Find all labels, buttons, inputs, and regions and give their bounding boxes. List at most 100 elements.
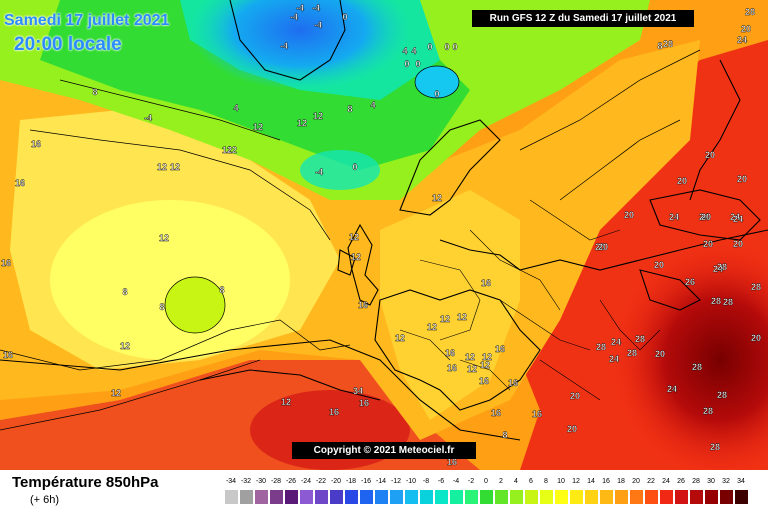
isotherm-label: 28 [751,282,761,292]
legend-swatch [599,490,613,504]
legend-swatch [614,490,628,504]
legend-swatch [449,490,463,504]
isotherm-label: 16 [15,178,25,188]
isotherm-label: 20 [741,24,751,34]
legend-swatch [239,490,253,504]
legend-value: -22 [315,478,327,485]
legend-value: 26 [677,478,685,485]
legend-value: 14 [587,478,595,485]
legend-value: 24 [662,478,670,485]
legend-swatch [509,490,523,504]
isotherm-label: 16 [31,139,41,149]
isotherm-label: 8 [502,430,507,440]
isotherm-label: 4 [370,100,375,110]
isotherm-label: 28 [635,334,645,344]
isotherm-label: 4 [402,46,407,56]
legend-value: -6 [437,478,445,485]
field-yellow-core [50,200,290,360]
legend-value: -18 [345,478,357,485]
isotherm-label: 0 [444,42,449,52]
isotherm-label: 12 [170,162,180,172]
legend-swatch [314,490,328,504]
isotherm-label: 16 [358,300,368,310]
isotherm-label: 0 [342,12,347,22]
isotherm-label: 28 [663,39,673,49]
temperature-map: -4 -4 -4 0 -4 -4 0 4 4 0 0 0 0 0 8 12 12 12 12 8 4 4 0 -4 -4 8 8 12… [0,0,768,470]
legend-swatch [269,490,283,504]
isotherm-label: 12 [351,252,361,262]
isotherm-label: 16 [1,258,11,268]
legend-swatch [554,490,568,504]
isotherm-label: 28 [596,342,606,352]
isotherm-label: 12 [465,352,475,362]
legend-swatch [629,490,643,504]
isotherm-label: 8 [159,302,164,312]
isotherm-label: 16 [479,376,489,386]
isotherm-label: 34 [353,386,363,396]
isotherm-label: 20 [570,391,580,401]
legend-value: 22 [647,478,655,485]
legend-swatch [479,490,493,504]
isotherm-label: 20 [655,349,665,359]
isotherm-label: 24 [667,384,677,394]
isotherm-label: 28 [692,362,702,372]
legend-swatch [404,490,418,504]
legend-value: -26 [285,478,297,485]
borders [399,199,661,401]
isotherm-label: 16 [491,408,501,418]
isotherm-label: -4 [290,12,298,22]
parameter-title: Température 850hPa [12,474,159,491]
isotherm-label: 12 [253,122,263,132]
isotherm-label: 28 [717,262,727,272]
isotherm-label: 28 [723,297,733,307]
legend-value: 32 [722,478,730,485]
legend-swatch [329,490,343,504]
isotherm-label: 12 [120,341,130,351]
field-cyan-spot [415,66,459,98]
legend-value: 16 [602,478,610,485]
isotherm-label: -4 [296,3,304,13]
legend-swatch [299,490,313,504]
isotherm-label: 16 [508,378,518,388]
isotherm-label: 24 [730,212,740,222]
isotherm-label: 12 [480,360,490,370]
field-yellow-europe [380,190,520,420]
legend-value: -8 [422,478,430,485]
legend-value: -34 [225,478,237,485]
isotherm-label: 12 [440,314,450,324]
isotherm-label: 8 [347,104,352,114]
isotherm-label: 0 [434,89,439,99]
legend-value: -16 [360,478,372,485]
isotherm-label: 24 [669,212,679,222]
legend-value: 30 [707,478,715,485]
legend-swatch [389,490,403,504]
isotherm-label: 12 [222,145,232,155]
isotherm-label: 24 [733,214,743,224]
isotherm-label: 12 [313,111,323,121]
isotherm-label: 16 [532,409,542,419]
isotherm-label: 8 [657,41,662,51]
isotherm-label: 20 [677,176,687,186]
isotherm-label: 20 [624,210,634,220]
legend-swatch [569,490,583,504]
isotherm-label: 28 [703,406,713,416]
isotherm-label: 0 [415,59,420,69]
legend-value: -10 [405,478,417,485]
legend-swatch [434,490,448,504]
legend-value: 18 [617,478,625,485]
isotherm-label: 20 [703,239,713,249]
isotherm-label: 28 [745,7,755,17]
legend-value: 8 [544,478,548,485]
isotherm-label: 12 [297,118,307,128]
forecast-date: Samedi 17 juillet 2021 [4,12,170,29]
isotherm-label: 16 [445,348,455,358]
isotherm-label: 12 [227,145,237,155]
isotherm-label: 20 [595,242,605,252]
legend-value: -20 [330,478,342,485]
copyright-notice: Copyright © 2021 Meteociel.fr [292,442,476,459]
isotherm-label: 12 [159,233,169,243]
legend-value: -14 [375,478,387,485]
legend-value: -12 [390,478,402,485]
isotherm-label: 8 [219,285,224,295]
isotherm-label: 12 [349,232,359,242]
